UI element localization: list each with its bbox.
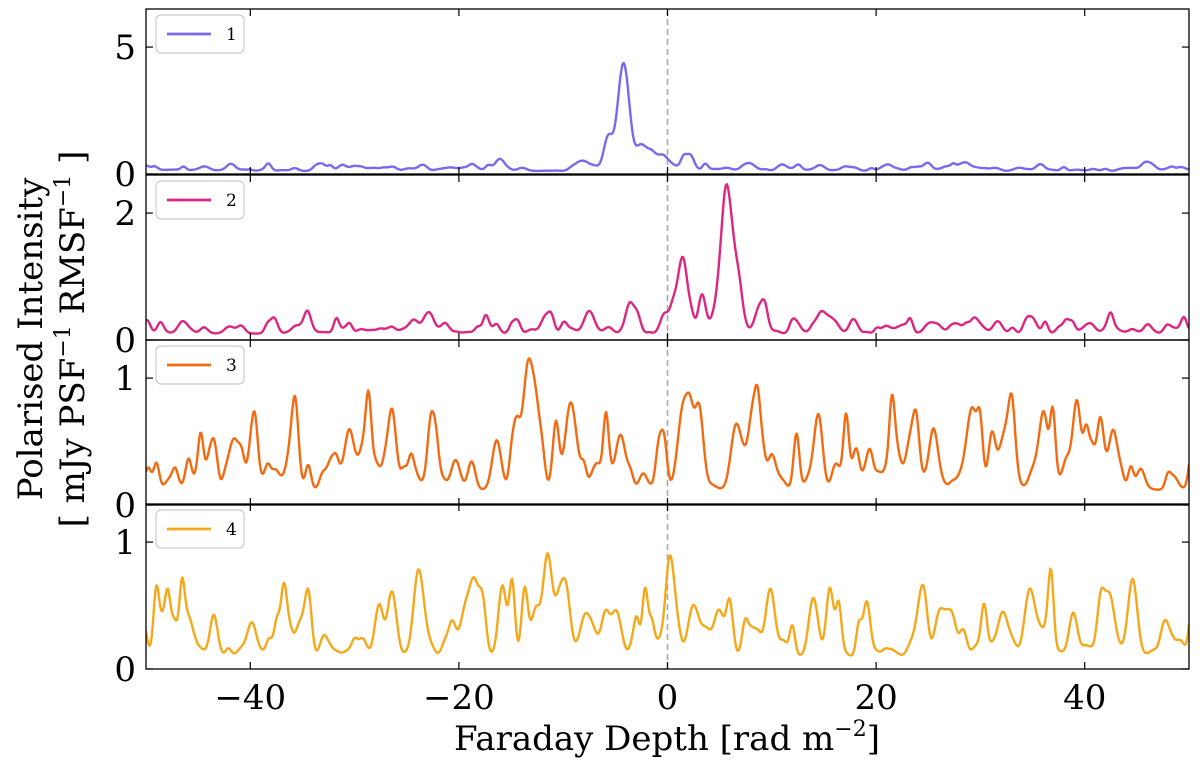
x-tick-label: 20 — [854, 678, 897, 718]
y-tick-label: 1 — [114, 359, 136, 399]
y-tick-label: 1 — [114, 523, 136, 563]
legend-label: 4 — [226, 520, 237, 540]
x-tick-label: −40 — [214, 678, 286, 718]
legend-label: 2 — [226, 191, 237, 211]
x-tick-label: 0 — [657, 678, 679, 718]
x-axis-title: Faraday Depth [rad m−2] — [454, 717, 880, 759]
y-axis-title-line2: [ mJy PSF−1 RMSF−1 ] — [51, 151, 93, 528]
legend-1: 1 — [155, 14, 245, 54]
y-axis-title-line1: Polarised Intensity — [11, 177, 51, 500]
legend-4: 4 — [155, 509, 245, 549]
y-tick-label: 2 — [114, 194, 136, 234]
y-tick-label: 0 — [114, 321, 136, 361]
y-tick-label: 5 — [114, 28, 136, 68]
series-line-4 — [146, 551, 1189, 657]
y-tick-label: 0 — [114, 486, 136, 526]
series-line-2 — [146, 183, 1189, 335]
legend-2: 2 — [155, 180, 245, 220]
x-tick-label: −20 — [423, 678, 495, 718]
y-tick-label: 0 — [114, 650, 136, 690]
series-line-1 — [146, 61, 1189, 173]
legend-3: 3 — [155, 345, 245, 385]
series-line-3 — [146, 357, 1189, 491]
x-tick-label: 40 — [1063, 678, 1106, 718]
legend-label: 1 — [226, 25, 237, 45]
y-tick-label: 0 — [114, 155, 136, 195]
legend-label: 3 — [226, 356, 237, 376]
